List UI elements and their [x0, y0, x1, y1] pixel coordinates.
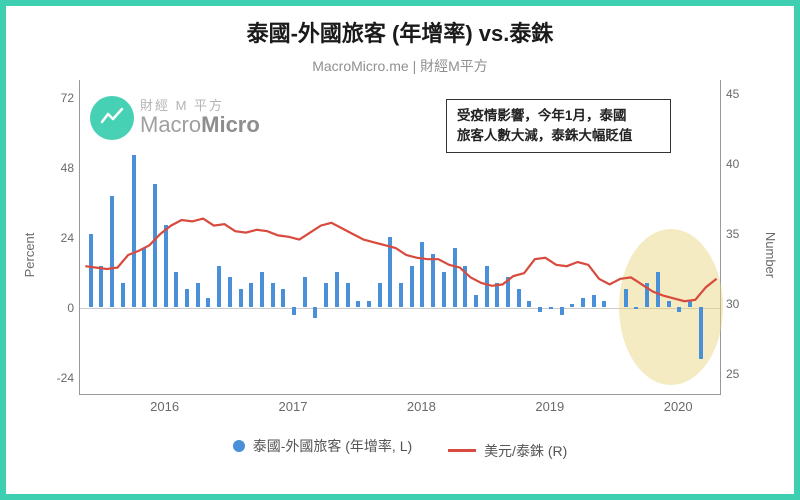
ytick-right: 30	[726, 297, 758, 311]
chart-title: 泰國-外國旅客 (年增率) vs.泰銖	[247, 21, 554, 46]
plot-area: 財經 M 平方 MacroMicro 受疫情影響，今年1月，泰國 旅客人數大減，…	[79, 80, 721, 395]
legend-bar-label: 泰國-外國旅客 (年增率, L)	[253, 436, 412, 456]
ytick-right: 45	[726, 87, 758, 101]
annotation-line1: 受疫情影響，今年1月，泰國	[457, 106, 660, 126]
chart-area: Percent Number 財經 M 平方 MacroMicro 受疫情影響，…	[24, 80, 776, 430]
legend-bar-swatch	[233, 440, 245, 452]
title-bar: 泰國-外國旅客 (年增率) vs.泰銖	[6, 6, 794, 56]
ytick-left: 48	[42, 161, 74, 175]
legend-line: 美元/泰銖 (R)	[448, 441, 567, 461]
ytick-left: 0	[42, 301, 74, 315]
ytick-left: 24	[42, 231, 74, 245]
chart-subtitle: MacroMicro.me | 財經M平方	[6, 56, 794, 76]
xtick: 2020	[664, 399, 693, 414]
xtick: 2019	[535, 399, 564, 414]
chart-frame: 泰國-外國旅客 (年增率) vs.泰銖 MacroMicro.me | 財經M平…	[0, 0, 800, 500]
ytick-right: 35	[726, 227, 758, 241]
legend-bar: 泰國-外國旅客 (年增率, L)	[233, 436, 412, 456]
legend-line-label: 美元/泰銖 (R)	[484, 441, 567, 461]
y-axis-right-label: Number	[763, 232, 778, 278]
ytick-right: 40	[726, 157, 758, 171]
xtick: 2017	[279, 399, 308, 414]
legend: 泰國-外國旅客 (年增率, L) 美元/泰銖 (R)	[6, 430, 794, 461]
xtick: 2016	[150, 399, 179, 414]
ytick-left: -24	[42, 371, 74, 385]
ytick-right: 25	[726, 367, 758, 381]
y-axis-left-label: Percent	[22, 233, 37, 278]
annotation-box: 受疫情影響，今年1月，泰國 旅客人數大減，泰銖大幅貶值	[446, 99, 671, 154]
annotation-line2: 旅客人數大減，泰銖大幅貶值	[457, 126, 660, 146]
legend-line-swatch	[448, 449, 476, 452]
ytick-left: 72	[42, 91, 74, 105]
xtick: 2018	[407, 399, 436, 414]
